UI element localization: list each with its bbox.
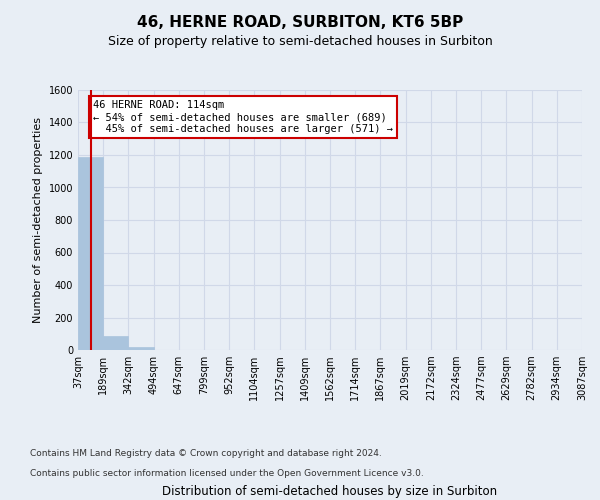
Text: 46, HERNE ROAD, SURBITON, KT6 5BP: 46, HERNE ROAD, SURBITON, KT6 5BP: [137, 15, 463, 30]
Bar: [128, 347, 154, 350]
Y-axis label: Number of semi-detached properties: Number of semi-detached properties: [33, 117, 43, 323]
Text: Distribution of semi-detached houses by size in Surbiton: Distribution of semi-detached houses by …: [163, 484, 497, 498]
Text: Contains public sector information licensed under the Open Government Licence v3: Contains public sector information licen…: [30, 468, 424, 477]
Text: 46 HERNE ROAD: 114sqm
← 54% of semi-detached houses are smaller (689)
  45% of s: 46 HERNE ROAD: 114sqm ← 54% of semi-deta…: [93, 100, 393, 134]
Bar: [78, 158, 103, 350]
Text: Contains HM Land Registry data © Crown copyright and database right 2024.: Contains HM Land Registry data © Crown c…: [30, 448, 382, 458]
Bar: [103, 336, 128, 350]
Text: Size of property relative to semi-detached houses in Surbiton: Size of property relative to semi-detach…: [107, 35, 493, 48]
